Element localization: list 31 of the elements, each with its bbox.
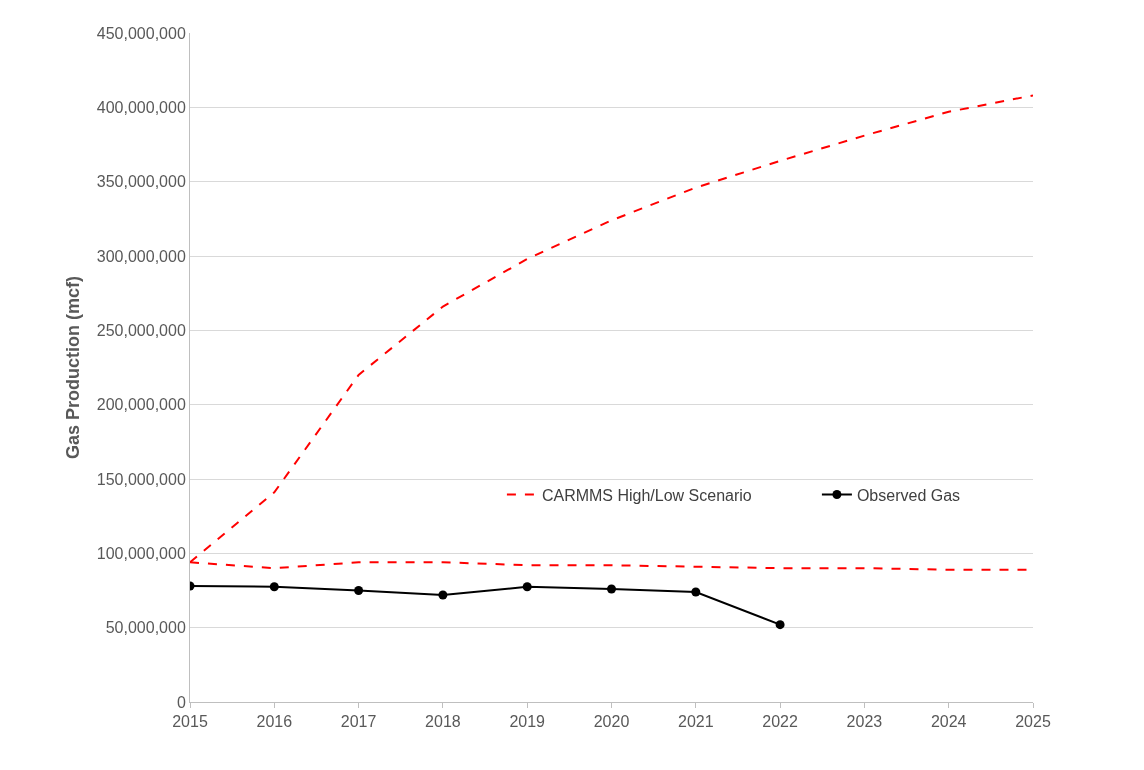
y-tick-label: 100,000,000 xyxy=(96,544,186,562)
y-tick-label: 350,000,000 xyxy=(96,173,186,191)
point xyxy=(354,586,364,595)
x-tick-label: 2017 xyxy=(340,713,377,731)
x-tick-label: 2025 xyxy=(1015,713,1051,731)
point xyxy=(775,620,785,630)
y-tick-label: 300,000,000 xyxy=(96,247,186,265)
point xyxy=(607,584,616,594)
y-tick-label: 150,000,000 xyxy=(96,470,186,488)
y-tick-label: 200,000,000 xyxy=(96,396,186,414)
x-tick-label: 2019 xyxy=(509,713,546,731)
y-tick-label: 0 xyxy=(176,693,186,711)
x-tick-label: 2015 xyxy=(172,713,208,731)
point xyxy=(438,590,448,600)
y-tick-label: 400,000,000 xyxy=(96,98,186,116)
y-axis-title: Gas Production (mcf) xyxy=(63,275,84,460)
legend-label: Observed Gas xyxy=(856,486,961,504)
x-tick-label: 2023 xyxy=(846,713,883,731)
x-tick-label: 2018 xyxy=(425,713,461,731)
y-tick-label: 50,000,000 xyxy=(105,619,186,637)
x-tick-label: 2024 xyxy=(930,713,967,731)
y-tick-label: 450,000,000 xyxy=(96,24,186,42)
x-tick-label: 2022 xyxy=(762,713,798,731)
x-tick-label: 2021 xyxy=(678,713,714,731)
x-tick-label: 2016 xyxy=(256,713,293,731)
point xyxy=(691,587,701,597)
point xyxy=(269,582,279,592)
y-tick-label: 250,000,000 xyxy=(96,321,186,339)
x-tick-label: 2020 xyxy=(593,713,630,731)
legend-label: CARMMS High/Low Scenario xyxy=(541,486,752,504)
point xyxy=(522,582,532,592)
